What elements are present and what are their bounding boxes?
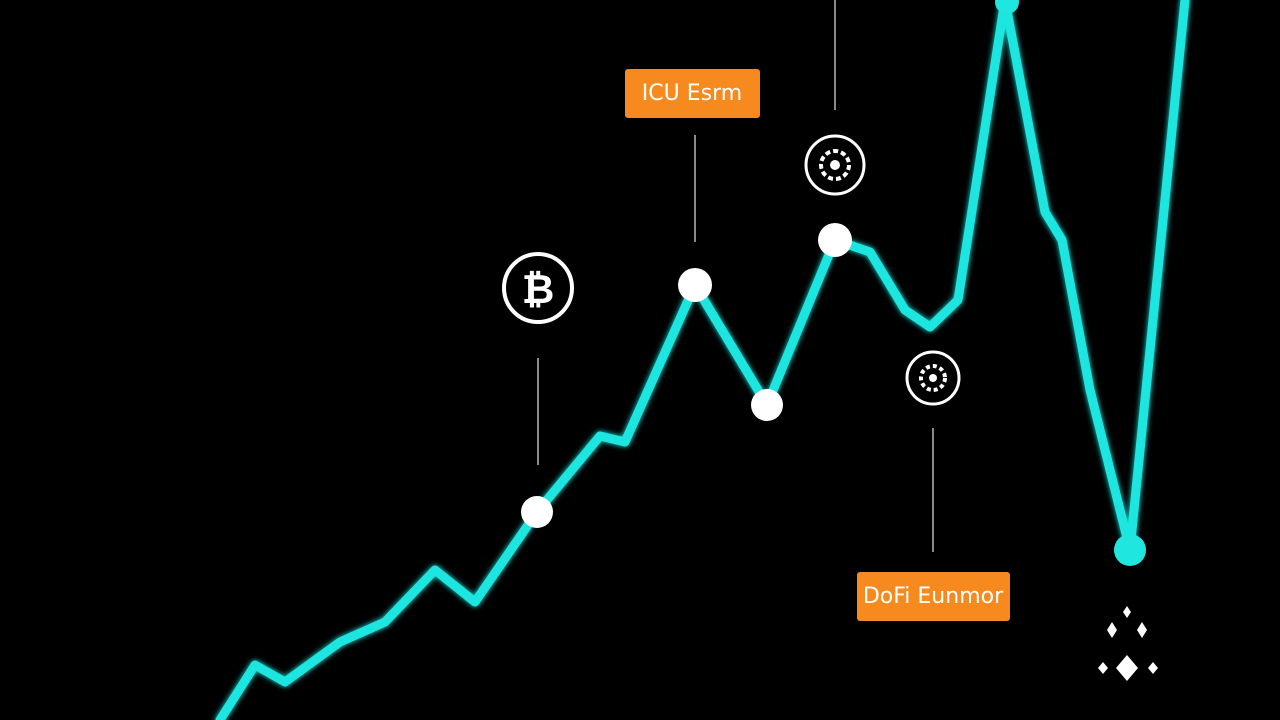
bitcoin-icon: ₿ (502, 252, 574, 324)
marker (751, 389, 783, 421)
icon-center (830, 160, 840, 170)
event-markers (521, 223, 852, 528)
icon-center (929, 374, 937, 382)
label-text: DoFi Eunmor (863, 584, 1004, 609)
icon-ring (905, 350, 961, 406)
diamond-icon (1098, 606, 1158, 681)
diamond (1107, 622, 1117, 638)
diamond (1137, 622, 1147, 638)
diamond (1123, 606, 1131, 618)
diamond (1148, 662, 1158, 674)
marker (1114, 534, 1146, 566)
marker (995, 0, 1019, 14)
gear-icon (905, 350, 961, 406)
label-box (625, 69, 760, 118)
icon-gear (919, 364, 947, 392)
marker (818, 223, 852, 257)
marker (678, 268, 712, 302)
icon-gear (819, 149, 851, 181)
label-box (857, 572, 1010, 621)
icon-ring (804, 134, 866, 196)
icon-ring (502, 252, 574, 324)
label-text: ICU Esrm (642, 81, 742, 106)
diamond (1116, 655, 1138, 681)
diamond (1098, 662, 1108, 674)
marker (521, 496, 553, 528)
ico-label: ICU Esrm (625, 69, 760, 118)
gear-icon (804, 134, 866, 196)
connector-lines (537, 0, 934, 552)
defi-label: DoFi Eunmor (857, 572, 1010, 621)
bitcoin-symbol: ₿ (522, 267, 555, 313)
